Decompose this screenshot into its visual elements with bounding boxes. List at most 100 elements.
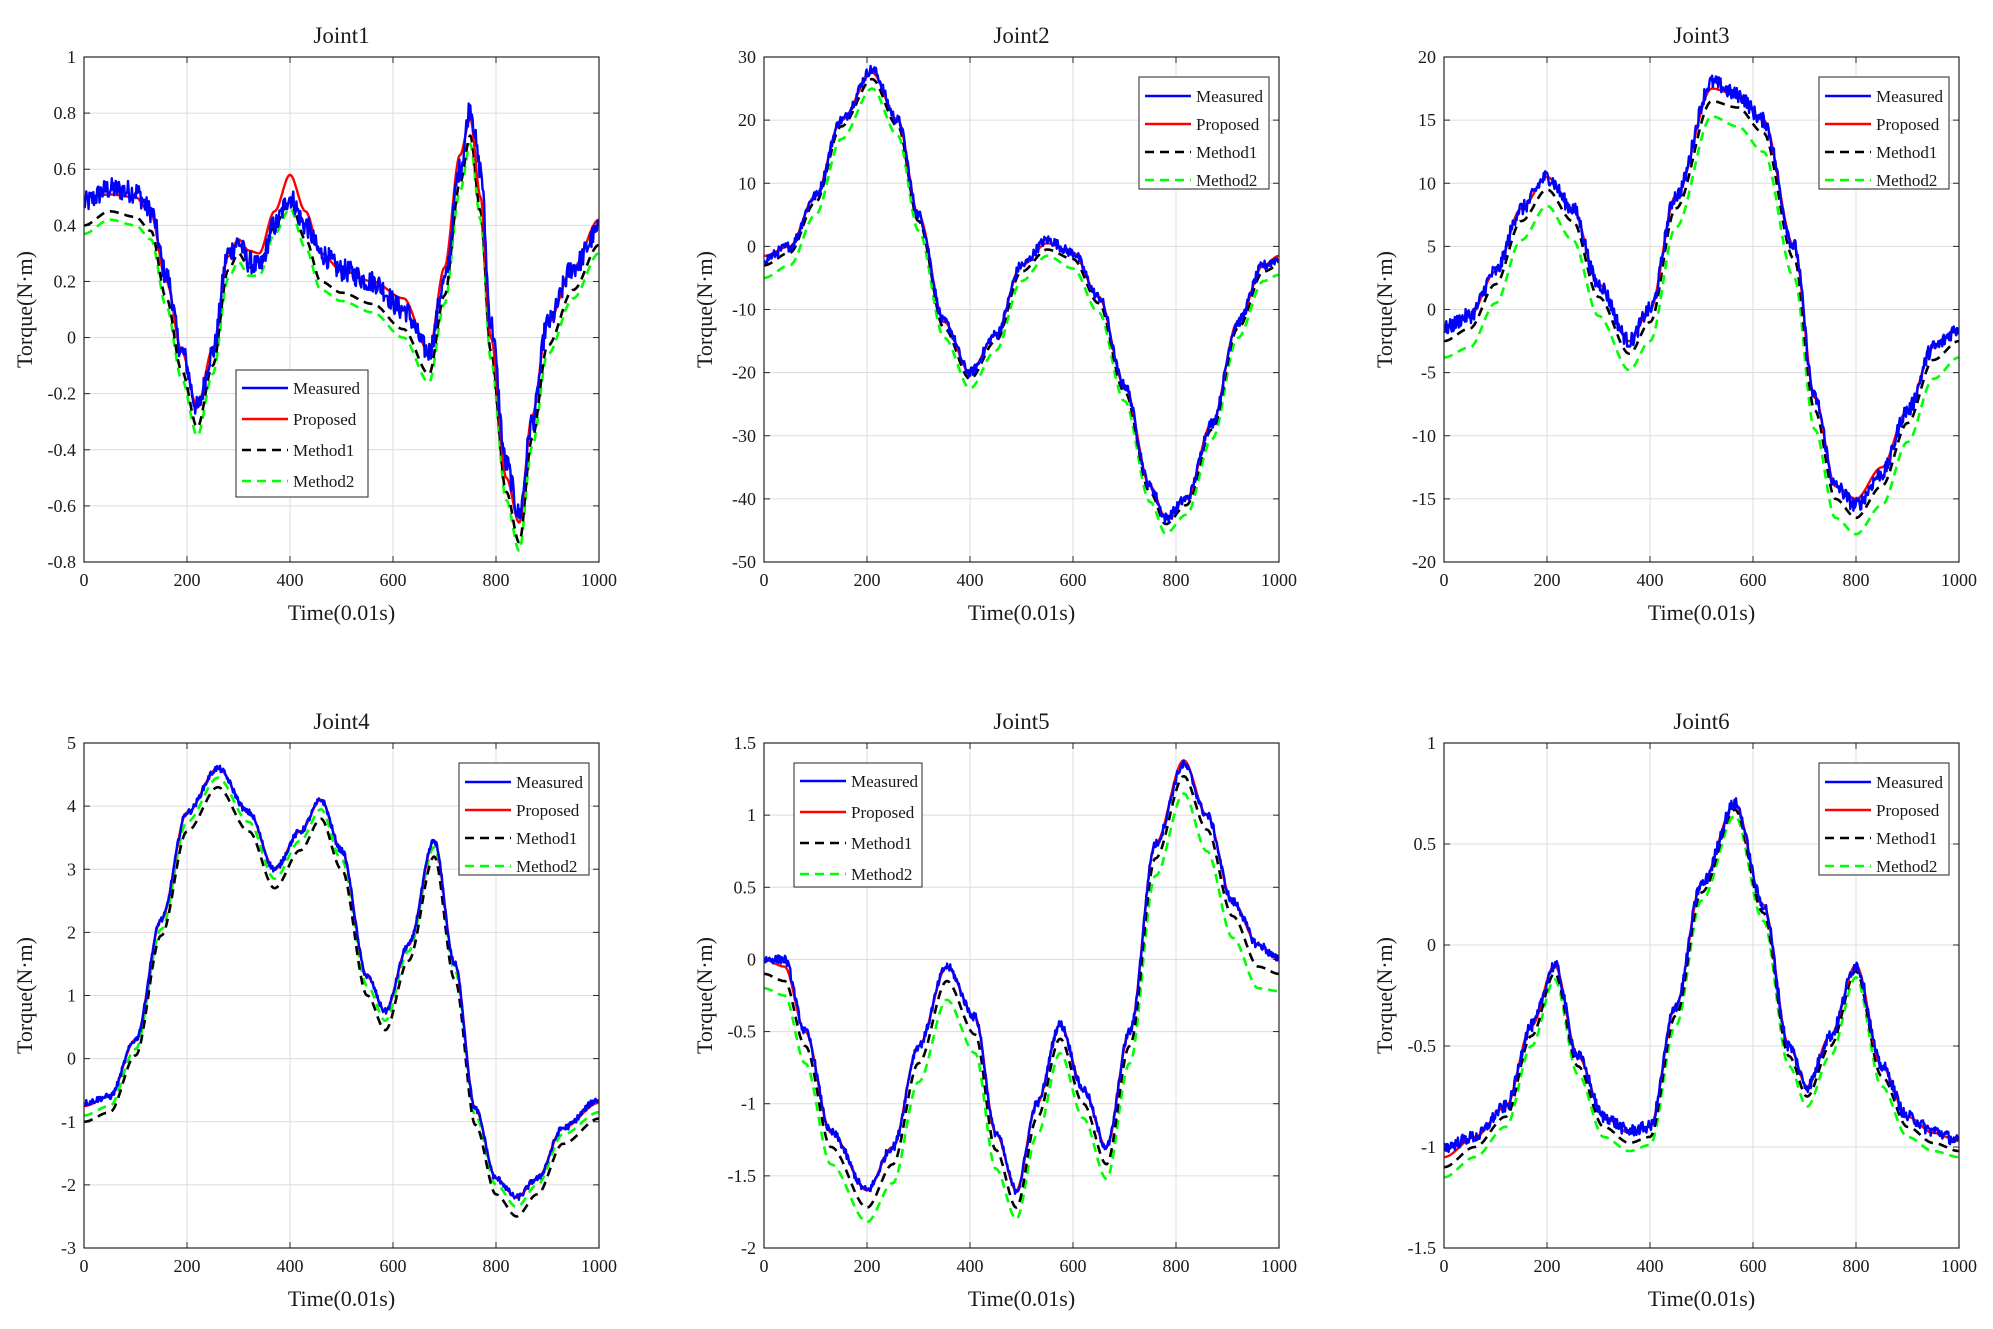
legend-box <box>235 369 369 498</box>
x-tick-label: 1000 <box>581 570 617 590</box>
y-tick-label: -20 <box>1412 552 1436 572</box>
x-tick-label: 600 <box>380 1256 407 1276</box>
y-tick-label: 10 <box>1418 173 1436 193</box>
y-tick-label: 0 <box>67 328 76 348</box>
legend: Measured Proposed Method1 Method2 <box>235 369 369 498</box>
x-tick-label: 800 <box>483 1256 510 1276</box>
y-tick-label: -40 <box>732 489 756 509</box>
y-tick-label: 0.5 <box>734 877 757 897</box>
legend: Measured Proposed Method1 Method2 <box>1818 76 1950 190</box>
series-line-method2 <box>1444 814 1959 1179</box>
legend-label-proposed: Proposed <box>1876 801 1940 820</box>
legend-label-method1: Method1 <box>516 829 577 848</box>
x-axis-label: Time(0.01s) <box>288 600 395 625</box>
axes-frame <box>763 742 1280 1249</box>
x-axis-label: Time(0.01s) <box>968 1286 1075 1311</box>
series-line-measured <box>1444 797 1959 1154</box>
chart-title: Joint6 <box>1673 709 1729 734</box>
y-axis-label: Torque(N·m) <box>692 937 717 1054</box>
chart-joint4: 0 200 400 600 800 1000 -3 -2 -1 0 1 2 3 4 5 Joint4 Time(… <box>12 709 617 1311</box>
series-line-method2 <box>764 87 1279 535</box>
legend-label-measured: Measured <box>1876 773 1944 792</box>
series-line-method1 <box>84 134 599 544</box>
legend-label-measured: Measured <box>1876 87 1944 106</box>
y-tick-label: 1 <box>747 805 756 825</box>
chart-title: Joint3 <box>1673 23 1729 48</box>
x-axis-label: Time(0.01s) <box>288 1286 395 1311</box>
y-tick-label: -1.5 <box>728 1166 757 1186</box>
series-line-method1 <box>1444 99 1959 520</box>
y-tick-label: 20 <box>1418 47 1436 67</box>
chart-title: Joint2 <box>993 23 1049 48</box>
y-axis-label: Torque(N·m) <box>12 937 37 1054</box>
series-group <box>1444 74 1959 536</box>
chart-joint6: 0 200 400 600 800 1000 -1.5 -1 -0.5 0 0.5 1 Joint6 Ti… <box>1372 709 1977 1311</box>
legend-label-measured: Measured <box>293 379 361 398</box>
x-tick-label: 400 <box>277 1256 304 1276</box>
x-tick-label: 0 <box>80 570 89 590</box>
series-group <box>1444 797 1959 1179</box>
legend-label-method2: Method2 <box>1876 171 1937 190</box>
x-tick-label: 0 <box>80 1256 89 1276</box>
x-tick-label: 600 <box>1740 1256 1767 1276</box>
chart-title: Joint1 <box>313 23 369 48</box>
x-tick-label: 1000 <box>1261 570 1297 590</box>
y-tick-label: -1 <box>1421 1137 1436 1157</box>
x-tick-label: 1000 <box>1261 1256 1297 1276</box>
y-tick-label: 20 <box>738 110 756 130</box>
legend-label-method1: Method1 <box>293 441 354 460</box>
x-tick-label: 800 <box>1163 1256 1190 1276</box>
legend-label-method2: Method2 <box>1196 171 1257 190</box>
axes-frame <box>1443 56 1960 563</box>
y-tick-label: -0.4 <box>48 440 77 460</box>
y-tick-label: 3 <box>67 859 76 879</box>
chart-title: Joint5 <box>993 709 1049 734</box>
y-tick-label: 4 <box>67 796 76 816</box>
series-group <box>84 102 599 552</box>
y-tick-label: -0.8 <box>48 552 77 572</box>
y-tick-label: -1.5 <box>1408 1238 1437 1258</box>
x-tick-label: 200 <box>854 570 881 590</box>
series-line-method2 <box>84 142 599 552</box>
x-tick-label: 200 <box>1534 1256 1561 1276</box>
legend: Measured Proposed Method1 Method2 <box>458 762 590 876</box>
legend-label-proposed: Proposed <box>1196 115 1260 134</box>
x-tick-label: 600 <box>1060 570 1087 590</box>
y-tick-label: 0 <box>747 236 756 256</box>
y-tick-label: -0.2 <box>48 384 77 404</box>
x-tick-label: 800 <box>1843 570 1870 590</box>
y-tick-label: -3 <box>61 1238 76 1258</box>
y-tick-label: 10 <box>738 173 756 193</box>
legend-label-method1: Method1 <box>1196 143 1257 162</box>
x-tick-label: 200 <box>174 570 201 590</box>
y-tick-label: 0.2 <box>54 271 77 291</box>
y-tick-label: 0.6 <box>54 159 77 179</box>
axes-frame <box>83 56 600 563</box>
y-tick-label: 0.4 <box>54 215 77 235</box>
x-tick-label: 600 <box>380 570 407 590</box>
x-tick-label: 200 <box>174 1256 201 1276</box>
chart-title: Joint4 <box>313 709 370 734</box>
y-axis-label: Torque(N·m) <box>692 251 717 368</box>
y-tick-label: -10 <box>1412 426 1436 446</box>
series-line-measured <box>1444 74 1959 512</box>
x-tick-label: 600 <box>1740 570 1767 590</box>
legend-label-proposed: Proposed <box>1876 115 1940 134</box>
legend-label-method2: Method2 <box>1876 857 1937 876</box>
x-tick-label: 800 <box>1843 1256 1870 1276</box>
y-tick-label: -2 <box>741 1238 756 1258</box>
y-tick-label: -5 <box>1421 363 1436 383</box>
series-line-measured <box>84 764 599 1201</box>
y-tick-label: 2 <box>67 922 76 942</box>
x-tick-label: 200 <box>1534 570 1561 590</box>
y-tick-label: -10 <box>732 300 756 320</box>
y-tick-label: 0.5 <box>1414 834 1437 854</box>
chart-joint2: 0 200 400 600 800 1000 -50 -40 -30 -20 -10 0 10 20 30 J… <box>692 23 1297 625</box>
x-tick-label: 800 <box>1163 570 1190 590</box>
series-group <box>764 64 1279 535</box>
axes-frame <box>83 742 600 1249</box>
legend-label-method2: Method2 <box>293 472 354 491</box>
x-tick-label: 0 <box>1440 1256 1449 1276</box>
y-tick-label: -50 <box>732 552 756 572</box>
